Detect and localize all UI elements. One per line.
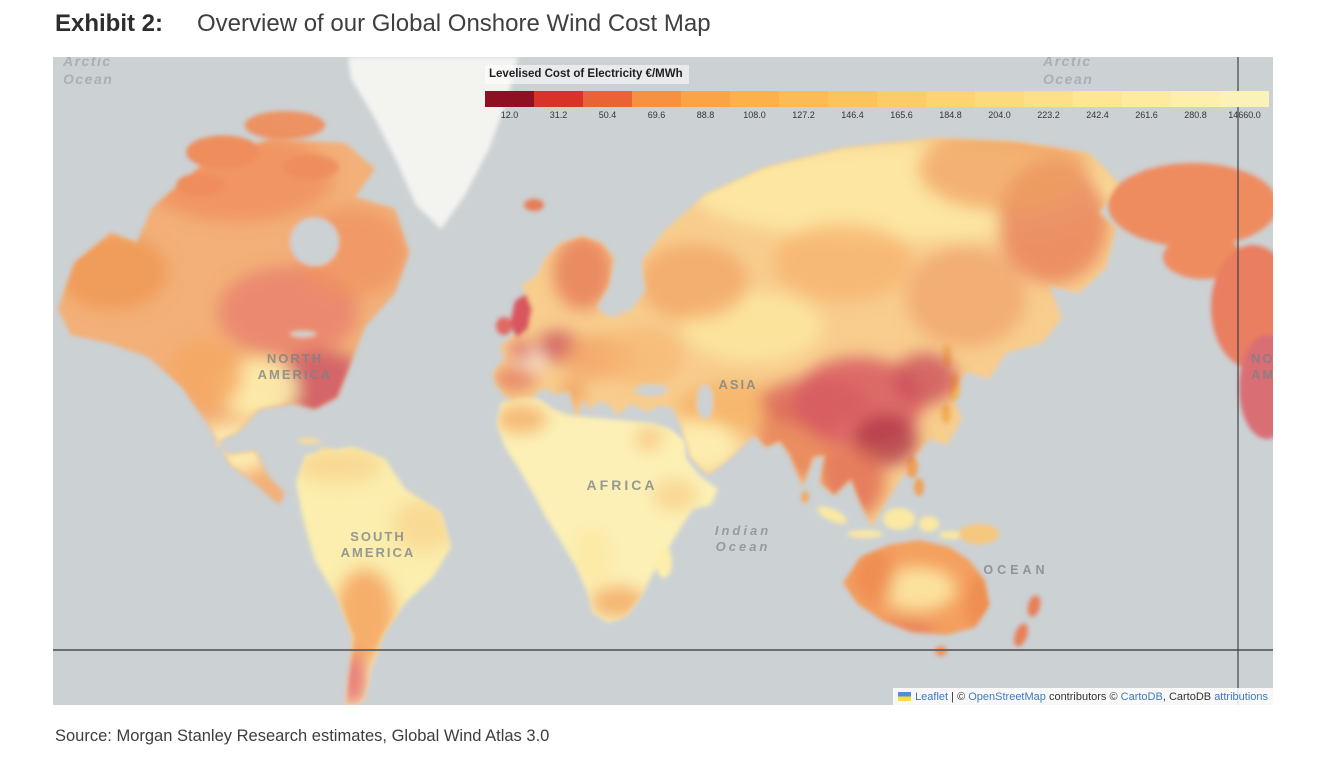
legend-color-segment: [632, 91, 681, 107]
legend-tick: 242.4: [1086, 110, 1109, 120]
attribution-text: , CartoDB: [1162, 690, 1215, 703]
legend-color-segment: [828, 91, 877, 107]
legend-color-segment: [485, 91, 534, 107]
legend-color-segment: [926, 91, 975, 107]
legend-tick: 261.6: [1135, 110, 1158, 120]
legend-tick: 69.6: [647, 110, 666, 120]
leaflet-link[interactable]: Leaflet: [915, 690, 949, 703]
legend-tick: 50.4: [598, 110, 617, 120]
legend-color-segment: [779, 91, 828, 107]
wrapped-landmass: [1108, 163, 1273, 247]
ukraine-flag-icon: [898, 692, 912, 701]
legend-tick: 108.0: [743, 110, 766, 120]
world-choropleth-svg: [53, 57, 1273, 705]
latitude-line: [53, 649, 1273, 651]
legend-tick: 204.0: [988, 110, 1011, 120]
black-sea: [634, 384, 668, 396]
uk-landmass: [510, 294, 532, 338]
antimeridian-line: [1237, 57, 1239, 705]
indonesia-landmass: [883, 508, 915, 530]
leaflet-map[interactable]: Arctic Ocean Arctic Ocean NORTH AMERICA …: [53, 57, 1273, 705]
choropleth-land: [58, 57, 1273, 705]
legend-color-segment: [583, 91, 632, 107]
legend-tick: 31.2: [549, 110, 568, 120]
openstreetmap-link[interactable]: OpenStreetMap: [968, 690, 1046, 703]
new-guinea-landmass: [959, 524, 999, 544]
madagascar-landmass: [656, 546, 672, 578]
legend-tick: 223.2: [1037, 110, 1060, 120]
new-zealand-landmass: [1027, 595, 1041, 617]
cartodb-link[interactable]: CartoDB: [1120, 690, 1163, 703]
legend-color-segment: [877, 91, 926, 107]
exhibit-header: Exhibit 2: Overview of our Global Onshore…: [55, 10, 711, 38]
legend-tick: 14660.0: [1228, 110, 1261, 120]
map-legend: Levelised Cost of Electricity €/MWh: [485, 64, 1269, 120]
cost-hotspots: [58, 127, 1113, 705]
legend-tick: 127.2: [792, 110, 815, 120]
exhibit-number: Exhibit 2:: [55, 10, 164, 37]
exhibit-title: Overview of our Global Onshore Wind Cost…: [197, 10, 711, 37]
map-attribution: Leaflet | © OpenStreetMap contributors ©…: [893, 688, 1273, 705]
attributions-link[interactable]: attributions: [1214, 690, 1268, 703]
legend-tick: 165.6: [890, 110, 913, 120]
source-note: Source: Morgan Stanley Research estimate…: [55, 727, 550, 745]
legend-color-segment: [1171, 91, 1220, 107]
legend-tick: 12.0: [500, 110, 519, 120]
legend-tick: 280.8: [1184, 110, 1207, 120]
legend-color-segment: [1220, 91, 1269, 107]
legend-color-segment: [681, 91, 730, 107]
iceland-landmass: [524, 199, 544, 211]
legend-color-segment: [730, 91, 779, 107]
legend-color-segment: [534, 91, 583, 107]
legend-color-bar: [485, 91, 1269, 107]
legend-tick: 146.4: [841, 110, 864, 120]
attribution-text: | ©: [948, 690, 969, 703]
legend-color-segment: [1024, 91, 1073, 107]
legend-tick: 88.8: [696, 110, 715, 120]
legend-tick: 184.8: [939, 110, 962, 120]
legend-title: Levelised Cost of Electricity €/MWh: [485, 65, 689, 84]
legend-tick-labels: 12.0 31.2 50.4 69.6 88.8 108.0 127.2 146…: [485, 110, 1269, 120]
legend-color-segment: [1122, 91, 1171, 107]
attribution-text: contributors ©: [1045, 690, 1121, 703]
legend-color-segment: [1073, 91, 1122, 107]
legend-color-segment: [975, 91, 1024, 107]
